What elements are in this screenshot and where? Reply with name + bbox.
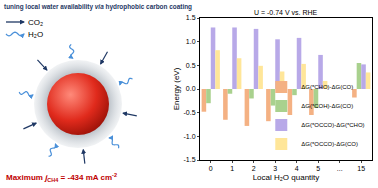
svg-text:ΔG(*OCCO)-ΔG(CO): ΔG(*OCCO)-ΔG(CO) xyxy=(301,141,358,147)
svg-text:1: 1 xyxy=(230,165,234,172)
svg-text:U = -0.74 V vs. RHE: U = -0.74 V vs. RHE xyxy=(254,9,318,16)
svg-text:ΔG(*COH)-ΔG(CO): ΔG(*COH)-ΔG(CO) xyxy=(301,103,353,109)
svg-text:5: 5 xyxy=(316,165,320,172)
svg-text:...: ... xyxy=(337,165,343,172)
svg-text:CO₂: CO₂ xyxy=(28,18,43,27)
svg-text:ΔG(*CHO)-ΔG(CO): ΔG(*CHO)-ΔG(CO) xyxy=(301,84,353,90)
svg-text:0.0: 0.0 xyxy=(186,85,196,92)
svg-text:-1.0: -1.0 xyxy=(184,133,196,140)
svg-text:H₂O: H₂O xyxy=(28,30,43,39)
svg-text:Energy (eV): Energy (eV) xyxy=(172,67,181,110)
svg-text:ΔG(*OCCO)-ΔG(*CHO): ΔG(*OCCO)-ΔG(*CHO) xyxy=(301,122,364,128)
svg-text:-0.5: -0.5 xyxy=(184,109,196,116)
svg-text:15: 15 xyxy=(357,165,365,172)
svg-text:-1.5: -1.5 xyxy=(184,156,196,163)
svg-text:1.5: 1.5 xyxy=(186,14,196,21)
svg-text:Local H₂O quantity: Local H₂O quantity xyxy=(253,173,320,182)
svg-text:4: 4 xyxy=(295,165,299,172)
svg-text:0: 0 xyxy=(209,165,213,172)
svg-text:Maximum jCH4 = -434 mA cm-2: Maximum jCH4 = -434 mA cm-2 xyxy=(6,172,117,183)
svg-text:1.0: 1.0 xyxy=(186,38,196,45)
svg-text:tuning local water availabilit: tuning local water availability via hydr… xyxy=(4,3,192,11)
svg-text:2: 2 xyxy=(252,165,256,172)
svg-text:3: 3 xyxy=(273,165,277,172)
svg-text:0.5: 0.5 xyxy=(186,62,196,69)
